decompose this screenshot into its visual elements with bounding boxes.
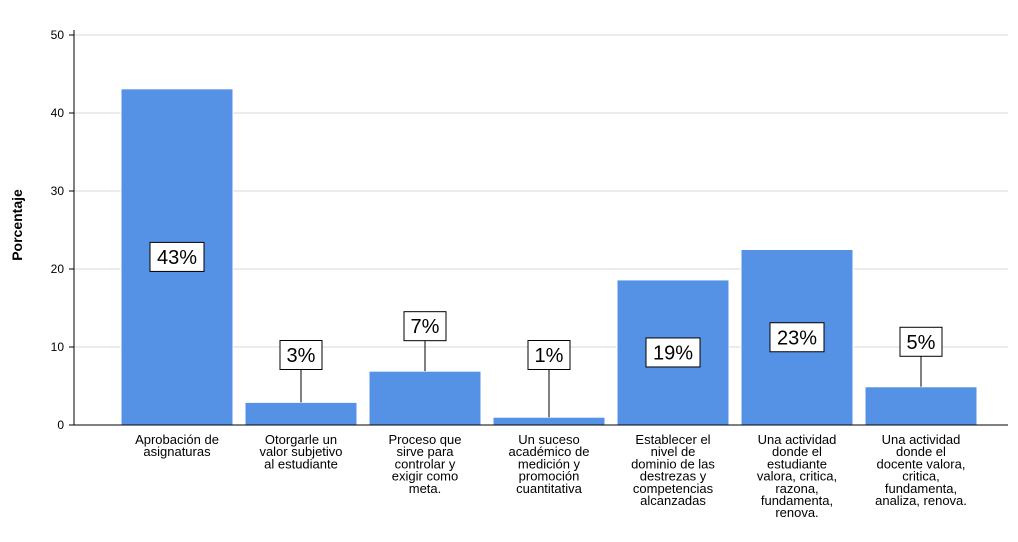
x-tick-label: Un suceso académico de medición y promoción… <box>509 432 590 496</box>
y-tick-label: 30 <box>51 184 65 198</box>
data-label-box <box>149 241 205 272</box>
axes: 0 10 20 30 40 50 Aprobación de asignaturas Otorg… <box>51 28 1008 520</box>
x-tick-label: Otorgarle un valor subjetivo al estudiante <box>259 432 342 471</box>
bars <box>120 88 978 426</box>
x-tick-label: Aprobación de asignaturas <box>135 432 219 459</box>
x-tick-label: Una actividad donde el docente valora, crit… <box>875 432 967 508</box>
bar <box>244 401 358 426</box>
data-label: 3% <box>287 345 316 367</box>
bar <box>492 416 606 426</box>
data-label: 1% <box>535 345 564 367</box>
data-label: 23% <box>777 327 817 349</box>
data-label: 7% <box>411 316 440 338</box>
y-tick-label: 10 <box>51 340 65 354</box>
data-label: 19% <box>653 342 693 364</box>
x-tick-label: Establecer el nivel de dominio de las destr… <box>631 432 715 508</box>
y-axis-title: Porcentaje <box>9 189 25 261</box>
data-label: 5% <box>907 332 936 354</box>
data-label-box <box>403 311 447 342</box>
y-tick-label: 0 <box>57 418 64 432</box>
y-tick-label: 40 <box>51 106 65 120</box>
data-label: 43% <box>157 247 197 269</box>
bar <box>368 370 482 426</box>
x-tick-label: Una actividad donde el estudiante valora, c… <box>757 432 837 520</box>
y-tick-label: 20 <box>51 262 65 276</box>
data-label-box <box>769 322 825 353</box>
data-label-box <box>899 326 943 357</box>
x-tick-label: Proceso que sirve para controlar y exigir c… <box>389 432 462 496</box>
bar <box>864 386 978 426</box>
data-label-box <box>527 340 571 370</box>
data-label-box <box>279 340 323 370</box>
y-tick-label: 50 <box>51 28 65 42</box>
data-labels: 43% 3% 7% 1% 19% 23% 5% <box>149 241 943 418</box>
data-label-box <box>645 337 701 368</box>
